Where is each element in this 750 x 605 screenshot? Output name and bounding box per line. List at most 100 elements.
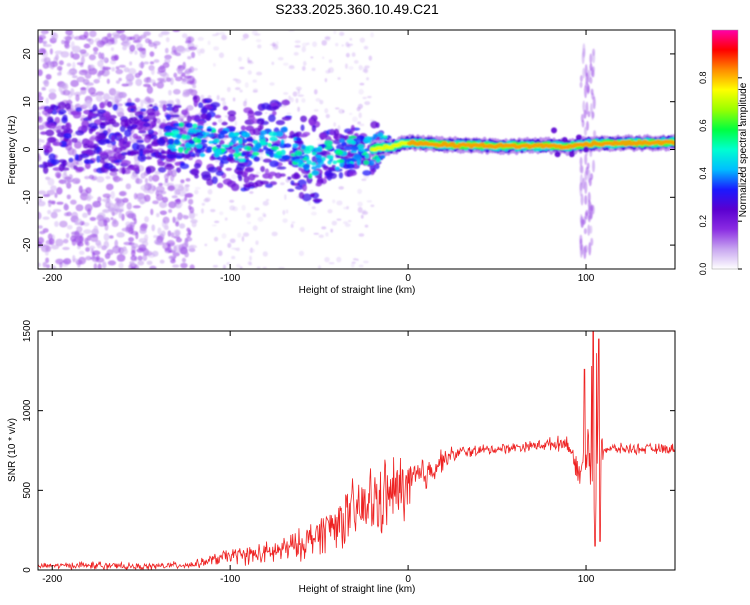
heatmap-cell bbox=[131, 124, 138, 128]
heatmap-cell bbox=[108, 235, 114, 239]
heatmap-cell bbox=[364, 101, 371, 106]
heatmap-cell bbox=[42, 166, 49, 174]
heatmap-cell bbox=[194, 44, 199, 48]
heatmap-cell bbox=[239, 185, 243, 189]
heatmap-cell bbox=[38, 262, 42, 268]
heatmap-cell bbox=[201, 208, 204, 214]
heatmap-cell bbox=[38, 153, 41, 162]
heatmap-cell bbox=[158, 182, 164, 187]
heatmap-cell bbox=[302, 164, 308, 170]
heatmap-cell bbox=[112, 103, 118, 111]
heatmap-cell bbox=[584, 153, 588, 166]
heatmap-cell bbox=[95, 257, 105, 263]
heatmap-cell bbox=[313, 232, 320, 235]
heatmap-cell bbox=[175, 155, 184, 159]
heatmap-cell bbox=[234, 156, 239, 161]
heatmap-cell bbox=[116, 30, 125, 34]
heatmap-cell bbox=[88, 87, 96, 95]
heatmap-cell bbox=[554, 151, 561, 158]
heatmap-cell bbox=[227, 242, 232, 248]
heatmap-cell bbox=[106, 143, 113, 148]
heatmap-cell bbox=[310, 211, 317, 216]
heatmap-cell bbox=[146, 85, 154, 94]
heatmap-cell bbox=[159, 210, 167, 216]
heatmap-cell bbox=[38, 225, 43, 229]
heatmap-cell bbox=[75, 107, 83, 112]
heatmap-cell bbox=[58, 60, 64, 66]
heatmap-cell bbox=[84, 159, 95, 164]
heatmap-cell bbox=[160, 30, 170, 36]
heatmap-cell bbox=[206, 128, 213, 132]
heatmap-cell bbox=[155, 109, 160, 117]
heatmap-cell bbox=[213, 138, 220, 144]
heatmap-cell bbox=[97, 60, 104, 68]
heatmap-cell bbox=[246, 146, 252, 151]
heatmap-cell bbox=[181, 257, 187, 263]
heatmap-cell bbox=[195, 213, 198, 217]
heatmap-cell bbox=[116, 232, 125, 238]
heatmap-cell bbox=[356, 258, 359, 261]
heatmap-cell bbox=[221, 233, 227, 239]
heatmap-cell bbox=[96, 214, 105, 221]
heatmap-cell bbox=[156, 81, 164, 89]
heatmap-cell bbox=[96, 135, 107, 139]
heatmap-cell bbox=[317, 265, 322, 269]
heatmap-cell bbox=[186, 80, 195, 85]
heatmap-cell bbox=[42, 216, 50, 220]
heatmap-cell bbox=[136, 143, 146, 152]
heatmap-cell bbox=[364, 148, 369, 152]
heatmap-cell bbox=[247, 261, 252, 266]
heatmap-cell bbox=[143, 83, 151, 88]
heatmap-cell bbox=[206, 178, 214, 186]
heatmap-cell bbox=[50, 158, 60, 165]
heatmap-cell bbox=[86, 197, 91, 202]
heatmap-cell bbox=[229, 238, 236, 244]
heatmap-cell bbox=[344, 63, 348, 69]
heatmap-cell bbox=[288, 64, 295, 68]
heatmap-cell bbox=[184, 196, 188, 202]
heatmap-cell bbox=[301, 98, 306, 103]
heatmap-cell bbox=[77, 241, 84, 247]
heatmap-cell bbox=[321, 56, 325, 59]
heatmap-cell bbox=[364, 65, 370, 69]
heatmap-cell bbox=[190, 115, 200, 121]
heatmap-cell bbox=[123, 67, 130, 73]
heatmap-cell bbox=[311, 124, 317, 133]
heatmap-cell bbox=[54, 192, 58, 198]
heatmap-cell bbox=[281, 116, 292, 121]
heatmap-cell bbox=[190, 168, 200, 176]
heatmap-cell bbox=[210, 144, 214, 147]
heatmap-cell bbox=[158, 33, 164, 38]
heatmap-cell bbox=[112, 175, 121, 183]
heatmap-cell bbox=[197, 36, 204, 41]
heatmap-cell bbox=[227, 110, 237, 117]
spectrogram-y-tick-label: 10 bbox=[22, 96, 33, 108]
spectrogram-x-tick-label: -100 bbox=[220, 273, 240, 284]
heatmap-cell bbox=[184, 149, 189, 154]
heatmap-cell bbox=[79, 153, 90, 159]
heatmap-cell bbox=[240, 125, 246, 131]
heatmap-cell bbox=[96, 72, 102, 77]
heatmap-cell bbox=[348, 170, 357, 177]
heatmap-cell bbox=[237, 56, 243, 62]
heatmap-cell bbox=[255, 38, 262, 43]
heatmap-cell bbox=[115, 69, 124, 75]
heatmap-cell bbox=[144, 234, 149, 242]
heatmap-cell bbox=[346, 206, 349, 210]
heatmap-cell bbox=[80, 87, 87, 91]
heatmap-cell bbox=[591, 66, 595, 73]
heatmap-cell bbox=[332, 199, 336, 204]
heatmap-cell bbox=[42, 261, 47, 268]
heatmap-cell bbox=[155, 193, 164, 201]
heatmap-cell bbox=[70, 41, 75, 50]
heatmap-cell bbox=[106, 249, 114, 256]
heatmap-cell bbox=[247, 70, 252, 75]
heatmap-cell bbox=[237, 232, 242, 238]
heatmap-cell bbox=[276, 150, 283, 156]
heatmap-cell bbox=[325, 113, 330, 119]
heatmap-cell bbox=[86, 38, 91, 42]
heatmap-cell bbox=[185, 185, 190, 192]
heatmap-cell bbox=[324, 108, 329, 114]
heatmap-cell bbox=[115, 66, 120, 70]
